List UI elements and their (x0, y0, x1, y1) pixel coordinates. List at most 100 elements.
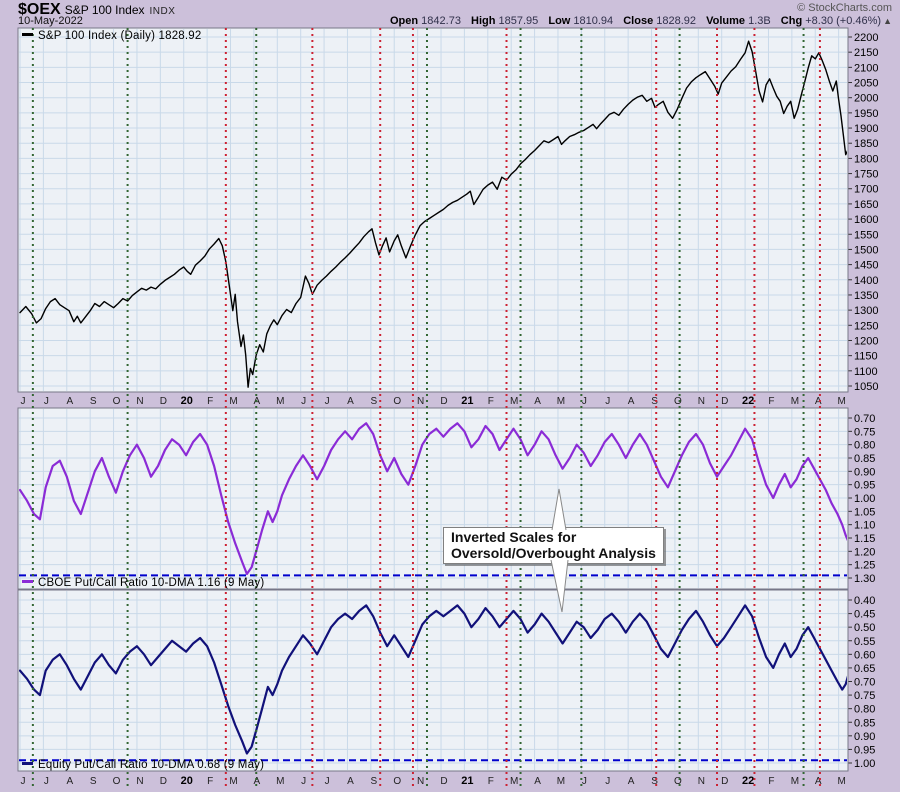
month-label: M (557, 396, 565, 407)
copyright-text: © StockCharts.com (797, 2, 892, 14)
month-label: A (66, 396, 73, 407)
y-tick-label: 2150 (854, 47, 878, 59)
price-legend: S&P 100 Index (Daily) 1828.92 (22, 30, 202, 42)
y-tick-label: 1450 (854, 260, 878, 272)
panel-price-border (17, 27, 849, 393)
month-label: M (557, 776, 565, 787)
month-label: O (393, 776, 401, 787)
y-tick-label: 1900 (854, 123, 878, 135)
high-value: 1857.95 (498, 15, 539, 27)
month-label: O (393, 396, 401, 407)
month-axis-strip: J J A S O N D 20 F M A M J J A S O N D 21 F M A M J J A S O N D 22 F M A M (21, 775, 846, 787)
month-label: M (837, 396, 845, 407)
month-label: O (674, 776, 682, 787)
month-label: N (698, 776, 705, 787)
y-tick-label: 1500 (854, 244, 878, 256)
close-label: Close (623, 15, 654, 27)
quote-summary: Open 1842.73 High 1857.95 Low 1810.94 Cl… (383, 15, 892, 27)
annotation-line2: Oversold/Overbought Analysis (451, 545, 656, 561)
month-label: M (229, 776, 237, 787)
month-label: S (371, 396, 378, 407)
y-tick-label: 0.85 (854, 717, 875, 729)
y-tick-label: 0.95 (854, 480, 875, 492)
y-tick-label: 0.50 (854, 622, 875, 634)
y-tick-label: 1050 (854, 381, 878, 393)
equity-legend: Equity Put/Call Ratio 10-DMA 0.68 (9 May… (22, 759, 264, 771)
open-label: Open (389, 15, 419, 27)
month-label: J (301, 776, 306, 787)
month-label: M (276, 396, 284, 407)
chg-value: +8.30 (+0.46%) (805, 15, 882, 27)
month-label: J (21, 396, 26, 407)
month-label: F (768, 396, 774, 407)
year-label: 22 (742, 395, 754, 407)
exchange-label: INDX (149, 6, 176, 17)
chg-up-arrow-icon: ▲ (883, 16, 892, 26)
month-label: A (815, 776, 822, 787)
y-tick-label: 0.45 (854, 609, 875, 621)
month-label: M (791, 396, 799, 407)
y-tick-label: 0.85 (854, 453, 875, 465)
y-tick-label: 0.75 (854, 426, 875, 438)
month-label: M (837, 776, 845, 787)
month-label: J (582, 396, 587, 407)
cboe_pc-series-line (19, 422, 847, 576)
month-label: S (90, 776, 97, 787)
y-tick-label: 1.00 (854, 493, 875, 505)
y-tick-label: 1750 (854, 169, 878, 181)
month-label: J (21, 776, 26, 787)
year-label: 20 (181, 775, 193, 787)
y-tick-label: 1150 (854, 351, 878, 363)
month-label: M (276, 776, 284, 787)
y-tick-label: 1100 (854, 366, 878, 378)
annotation-callout: Inverted Scales for Oversold/Overbought … (443, 527, 664, 564)
y-tick-label: 2100 (854, 62, 878, 74)
y-tick-label: 1.15 (854, 533, 875, 545)
y-tick-label: 2000 (854, 93, 878, 105)
equity_pc-series-line (19, 604, 847, 755)
month-label: J (44, 396, 49, 407)
chart-date: 10-May-2022 (18, 15, 83, 27)
y-tick-label: 0.80 (854, 440, 875, 452)
month-label: A (347, 396, 354, 407)
y-tick-label: 0.90 (854, 731, 875, 743)
panel-price: 1050 1100 1150 1200 1250 1300 1350 1400 1450 1500… (17, 27, 878, 393)
month-label: A (347, 776, 354, 787)
month-label: F (207, 776, 213, 787)
close-value: 1828.92 (656, 15, 697, 27)
month-label: O (113, 776, 121, 787)
y-tick-label: 1350 (854, 290, 878, 302)
month-label: J (605, 776, 610, 787)
y-tick-label: 1650 (854, 199, 878, 211)
month-label: A (628, 776, 635, 787)
month-label: A (66, 776, 73, 787)
year-label: 21 (461, 775, 473, 787)
cboe-legend: CBOE Put/Call Ratio 10-DMA 1.16 (9 May) (22, 577, 264, 589)
month-label: N (136, 776, 143, 787)
y-tick-label: 1.25 (854, 560, 875, 572)
y-tick-label: 1.05 (854, 506, 875, 518)
month-label: F (768, 776, 774, 787)
symbol-name: S&P 100 Index (64, 3, 145, 17)
year-label: 22 (742, 775, 754, 787)
month-label: A (254, 776, 261, 787)
month-label: S (651, 396, 658, 407)
month-label: D (721, 776, 728, 787)
y-tick-label: 1.10 (854, 520, 875, 532)
y-tick-label: 0.95 (854, 744, 875, 756)
panel-cboe_pc: 0.700.75 0.800.850.90 0.951.001.05 1.101.15… (17, 407, 875, 590)
month-label: A (628, 396, 635, 407)
y-tick-label: 1300 (854, 305, 878, 317)
panel-price-background (18, 28, 848, 392)
month-label: A (815, 396, 822, 407)
month-label: A (534, 396, 541, 407)
month-label: O (674, 396, 682, 407)
low-value: 1810.94 (573, 15, 614, 27)
panel-equity_pc-background (18, 590, 848, 771)
volume-value: 1.3B (748, 15, 771, 27)
low-label: Low (548, 15, 571, 27)
panel-equity_pc-border (17, 589, 849, 772)
month-label: N (417, 396, 424, 407)
y-tick-label: 0.70 (854, 413, 875, 425)
